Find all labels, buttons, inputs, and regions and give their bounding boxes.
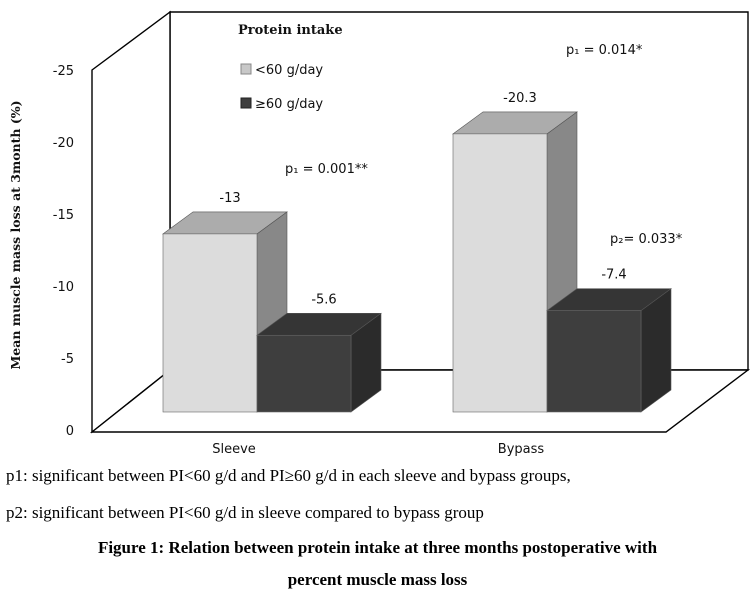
legend-title: Protein intake (238, 23, 343, 38)
bar-front (162, 233, 258, 413)
annotation-p1-bypass: p₁ = 0.014* (566, 43, 643, 58)
bar-front (256, 334, 352, 413)
y-tick-label: -5 (61, 352, 74, 367)
y-axis-label: Mean muscle mass loss at 3month (%) (8, 100, 23, 369)
annotation-p1-sleeve: p₁ = 0.001** (285, 162, 368, 177)
footnote-p2: p2: significant between PI<60 g/d in sle… (6, 503, 484, 522)
data-label: -7.4 (601, 268, 626, 283)
legend-label: ≥60 g/day (255, 97, 323, 112)
annotation-p2-bypass: p₂= 0.033* (610, 232, 683, 247)
bar (546, 288, 672, 413)
bar (452, 111, 578, 413)
x-category-label: Sleeve (212, 442, 256, 457)
legend-label: <60 g/day (255, 63, 323, 78)
bar-chart: 0 -5 -10 -15 -20 -25 Mean muscle mass lo… (8, 10, 751, 457)
bar-front (546, 310, 642, 413)
data-label: -20.3 (503, 91, 537, 106)
legend-swatch-dark (240, 97, 252, 109)
y-tick-label: -15 (53, 208, 74, 223)
y-tick-label: -10 (53, 280, 74, 295)
y-axis-ticks: 0 -5 -10 -15 -20 -25 (53, 64, 74, 439)
y-tick-label: -20 (53, 136, 74, 151)
figure-caption-line1: Figure 1: Relation between protein intak… (97, 538, 658, 557)
figure-caption-line2: percent muscle mass loss (287, 570, 468, 589)
y-tick-label: -25 (53, 64, 74, 79)
side-wall (91, 10, 171, 434)
legend: Protein intake <60 g/day ≥60 g/day (238, 23, 343, 112)
x-category-label: Bypass (498, 442, 545, 457)
bars-group: -13 -5.6 -20.3 -7.4 (162, 91, 672, 413)
legend-swatch-light (240, 63, 252, 75)
data-label: -5.6 (311, 292, 336, 307)
bar (256, 312, 382, 413)
footnote-p1: p1: significant between PI<60 g/d and PI… (6, 466, 571, 485)
data-label: -13 (219, 191, 240, 206)
bar-front (452, 133, 548, 413)
y-tick-label: 0 (66, 424, 74, 439)
